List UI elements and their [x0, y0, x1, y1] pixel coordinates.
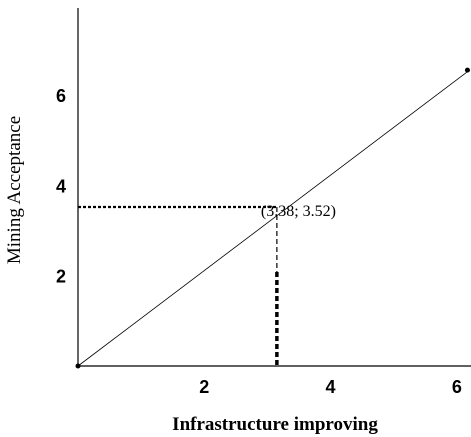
y-tick-labels: 2 4 6: [56, 86, 66, 287]
y-tick-label: 2: [56, 267, 66, 287]
x-axis-title: Infrastructure improving: [172, 414, 378, 435]
x-tick-label: 6: [452, 377, 462, 397]
point-annotation: (3.38; 3.52): [261, 203, 336, 220]
y-axis-title: Mining Acceptance: [4, 116, 25, 264]
y-tick-label: 4: [56, 176, 66, 196]
series-start-marker: [75, 363, 81, 369]
x-tick-label: 2: [199, 377, 209, 397]
x-tick-labels: 2 4 6: [199, 377, 462, 397]
x-tick-label: 4: [326, 377, 336, 397]
series-end-marker: [464, 67, 470, 73]
y-tick-label: 6: [56, 86, 66, 106]
series-line: [77, 69, 470, 367]
